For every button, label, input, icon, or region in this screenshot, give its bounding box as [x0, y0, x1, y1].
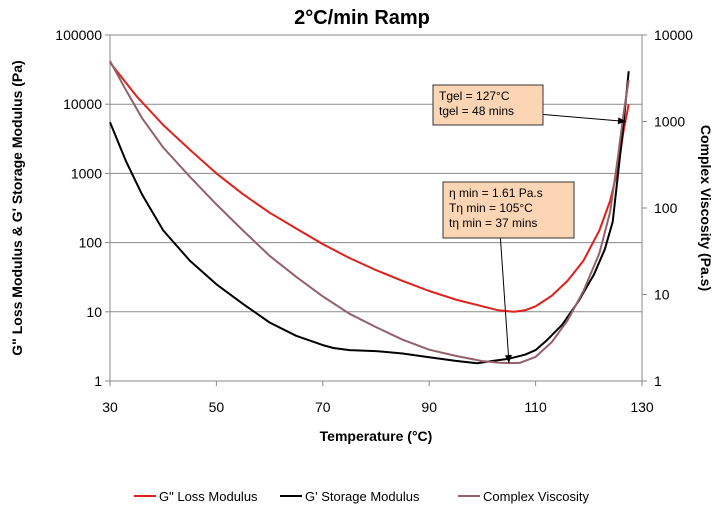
y-right-tick-label: 10 — [654, 287, 670, 303]
x-tick-label: 130 — [630, 399, 654, 415]
series-layer — [109, 60, 630, 365]
series-line-g-storage-modulus — [109, 71, 630, 365]
y-left-tick-label: 10 — [86, 304, 102, 320]
annotation-arrowhead — [504, 354, 512, 364]
y-right-tick-label: 1 — [654, 373, 662, 389]
x-tick-label: 30 — [102, 399, 118, 415]
y-right-tick-label: 100 — [654, 200, 678, 216]
chart-title: 2°C/min Ramp — [294, 7, 430, 29]
legend-label: G' Storage Modulus — [305, 489, 420, 504]
y-right-tick-label: 10000 — [654, 27, 693, 43]
x-axis-title: Temperature (°C) — [320, 428, 433, 444]
y-left-tick-label: 10000 — [63, 96, 102, 112]
y-left-tick-label: 100 — [79, 235, 103, 251]
legend: G" Loss Modulus G' Storage Modulus Complex… — [134, 489, 589, 504]
legend-label: G" Loss Modulus — [159, 489, 258, 504]
y-left-tick-label: 1000 — [71, 165, 102, 181]
annotation-text: Tgel = 127°C — [439, 89, 510, 103]
annotation-box — [432, 84, 544, 126]
y-right-tick-label: 1000 — [654, 114, 685, 130]
series-line-complex-viscosity — [109, 60, 630, 365]
annotation-text: η min = 1.61 Pa.s — [449, 186, 543, 200]
legend-item: G" Loss Modulus — [134, 489, 258, 504]
legend-item: Complex Viscosity — [458, 489, 589, 504]
x-tick-label: 50 — [209, 399, 225, 415]
annotation-box — [442, 181, 575, 239]
annotation-text: tgel = 48 mins — [439, 104, 514, 118]
y-left-tick-label: 100000 — [55, 27, 102, 43]
y-axis-left-title: G" Loss Modulus & G' Storage Modulus (Pa… — [9, 60, 25, 355]
legend-label: Complex Viscosity — [483, 489, 589, 504]
y-axis-right-title: Complex Viscosity (Pa.s) — [698, 125, 714, 291]
x-tick-label: 110 — [524, 399, 547, 415]
annotation-arrow — [499, 231, 510, 364]
series-line-g-loss-modulus — [109, 61, 630, 313]
annotation-arrowhead — [617, 117, 627, 125]
gridlines — [110, 34, 642, 313]
x-tick-label: 90 — [421, 399, 437, 415]
y-left-tick-label: 1 — [94, 373, 102, 389]
annotation-text: Tη min = 105°C — [449, 201, 533, 215]
x-tick-label: 70 — [315, 399, 331, 415]
legend-item: G' Storage Modulus — [280, 489, 420, 504]
annotation-text: tη min = 37 mins — [449, 216, 537, 230]
